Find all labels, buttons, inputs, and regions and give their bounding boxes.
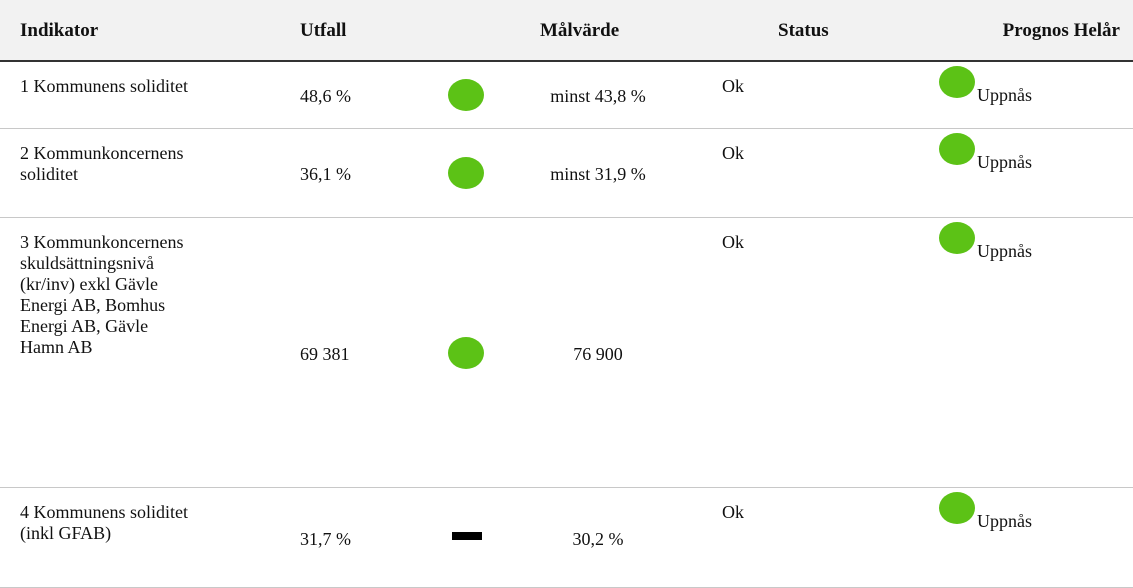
status-cell: Ok <box>722 502 744 522</box>
table-row: 2 Kommunkoncernens soliditet 36,1 % minst … <box>0 129 1133 218</box>
target-cell: 30,2 % <box>572 528 624 549</box>
forecast-cell: Uppnås <box>977 241 1032 261</box>
outcome-cell: 69 381 <box>300 343 350 364</box>
forecast-cell: Uppnås <box>977 152 1032 172</box>
header-cell: Status <box>778 20 829 41</box>
table-row: 3 Kommunkoncernens skuldsättningsnivå (k… <box>0 218 1133 488</box>
target-cell: minst 43,8 % <box>550 86 646 106</box>
target-cell: minst 31,9 % <box>550 164 646 184</box>
forecast-icon <box>939 66 975 98</box>
status-cell: Ok <box>722 232 744 252</box>
indicator-cell: 1 Kommunens soliditet <box>20 76 188 96</box>
status-cell: Ok <box>722 143 744 163</box>
trend-icon <box>452 531 482 540</box>
indicator-cell: 3 Kommunkoncernens skuldsättningsnivå (k… <box>20 232 184 357</box>
indicator-cell: 4 Kommunens soliditet (inkl GFAB) <box>20 502 188 543</box>
table-row: 1 Kommunens soliditet 48,6 % minst 43,8 % O… <box>0 62 1133 129</box>
header-cell: Indikator <box>20 20 99 41</box>
outcome-cell: 48,6 % <box>300 86 351 106</box>
target-cell: 76 900 <box>573 343 623 364</box>
forecast-icon <box>939 133 975 165</box>
header-cell: Målvärde <box>540 20 620 41</box>
header-row: Indikator Utfall Målvärde Status Prognos… <box>0 0 1133 62</box>
forecast-cell: Uppnås <box>977 85 1032 105</box>
forecast-icon <box>939 492 975 524</box>
trend-icon <box>448 157 484 189</box>
outcome-cell: 36,1 % <box>300 164 351 184</box>
indicator-cell: 2 Kommunkoncernens soliditet <box>20 143 184 184</box>
status-cell: Ok <box>722 76 744 96</box>
forecast-icon <box>939 222 975 254</box>
outcome-cell: 31,7 % <box>300 528 351 549</box>
trend-icon <box>448 79 484 111</box>
header-cell: Prognos Helår <box>1002 20 1120 41</box>
forecast-cell: Uppnås <box>977 511 1032 531</box>
trend-icon <box>448 336 484 369</box>
header-cell: Utfall <box>300 20 347 41</box>
table-row: 4 Kommunens soliditet (inkl GFAB) 31,7 % 3… <box>0 488 1133 588</box>
